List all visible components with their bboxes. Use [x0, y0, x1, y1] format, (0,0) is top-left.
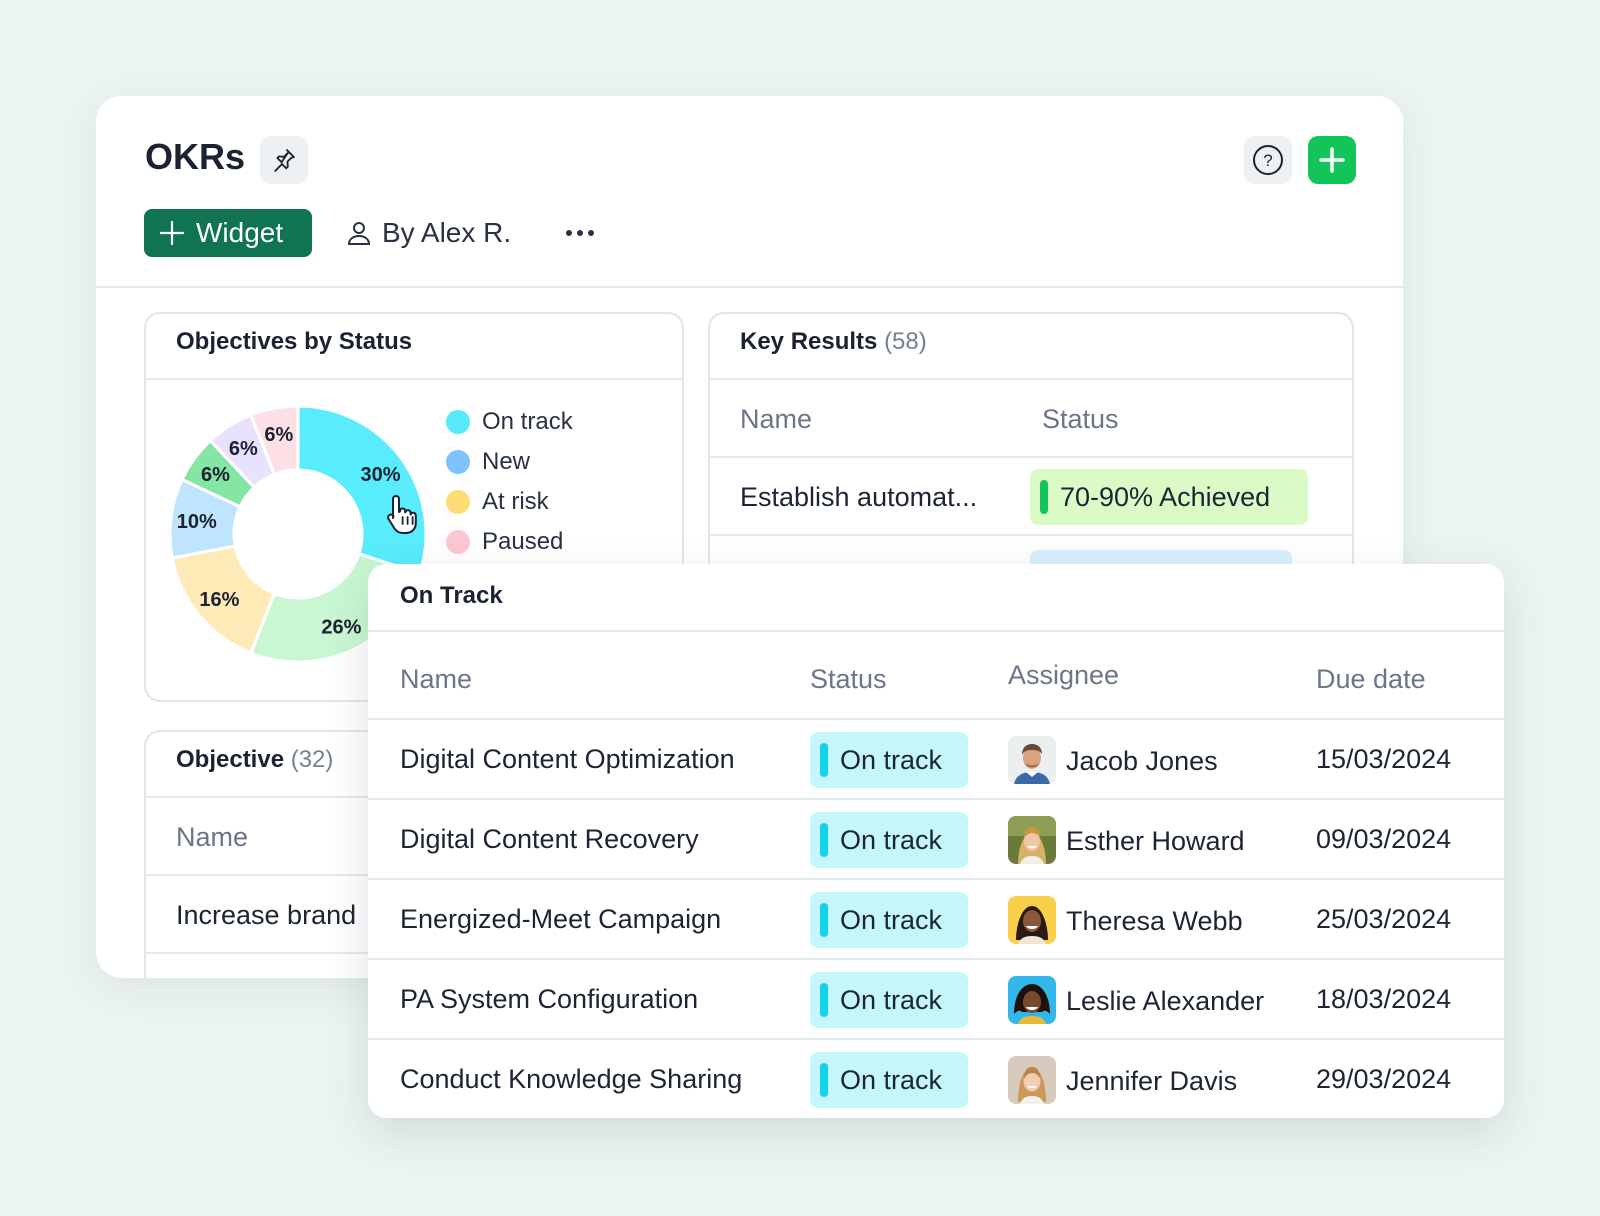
key-results-panel: Key Results (58) Name Status Establish a…	[708, 312, 1354, 632]
more-icon[interactable]	[566, 209, 594, 257]
status-pill: 70-90% Achieved	[1030, 469, 1308, 525]
donut-slice[interactable]	[296, 404, 428, 576]
column-header-name: Name	[740, 404, 813, 434]
panel-title: Objective (32)	[176, 746, 333, 774]
status-pill: On track	[810, 732, 968, 788]
objective-name[interactable]: Increase brand	[176, 900, 357, 930]
legend-item: On track	[446, 402, 573, 442]
legend-swatch	[446, 410, 470, 434]
column-header-status: Status	[1042, 404, 1119, 434]
panel-title-text: Objective	[176, 746, 285, 773]
due-date: 09/03/2024	[1316, 824, 1452, 854]
slice-label: 10%	[177, 511, 217, 533]
slice-label: 16%	[199, 589, 239, 611]
legend-swatch	[446, 530, 470, 554]
objective-name[interactable]: Digital Content Optimization	[400, 744, 735, 774]
column-header-status: Status	[810, 664, 887, 694]
assignee-name: Jacob Jones	[1066, 746, 1218, 776]
due-date: 25/03/2024	[1316, 904, 1452, 934]
avatar	[1008, 816, 1056, 864]
svg-text:?: ?	[1263, 151, 1272, 170]
objective-name[interactable]: Digital Content Recovery	[400, 824, 699, 854]
status-pill: On track	[810, 892, 968, 948]
status-pill: On track	[810, 812, 968, 868]
due-date: 29/03/2024	[1316, 1064, 1452, 1094]
donut-slice[interactable]	[248, 404, 300, 477]
column-header-name: Name	[400, 664, 473, 694]
due-date: 15/03/2024	[1316, 744, 1452, 774]
status-label: On track	[840, 1064, 943, 1095]
objective-name[interactable]: Energized-Meet Campaign	[400, 904, 722, 934]
status-label: On track	[840, 904, 943, 935]
hand-cursor-icon	[387, 495, 417, 534]
add-widget-button[interactable]: Widget	[144, 209, 312, 257]
status-pill: On track	[810, 1052, 968, 1108]
legend-item: Paused	[446, 522, 573, 562]
slice-label: 30%	[361, 464, 401, 486]
status-label: On track	[840, 984, 943, 1015]
objective-name[interactable]: Conduct Knowledge Sharing	[400, 1064, 743, 1094]
assignee-name: Theresa Webb	[1066, 906, 1243, 936]
avatar	[1008, 736, 1056, 784]
header-divider	[96, 286, 1403, 288]
column-header-name: Name	[176, 822, 249, 852]
legend-swatch	[446, 490, 470, 514]
add-button[interactable]	[1308, 136, 1356, 184]
status-bar	[1040, 480, 1048, 514]
count-badge: (32)	[290, 746, 334, 773]
help-button[interactable]: ?	[1244, 136, 1292, 184]
help-icon: ?	[1253, 145, 1283, 175]
key-result-name[interactable]: Establish automat...	[740, 482, 978, 512]
status-label: 70-90% Achieved	[1060, 481, 1271, 512]
column-header-assignee: Assignee	[1008, 660, 1120, 690]
chart-legend: On track New At risk Paused	[446, 402, 573, 562]
slice-label: 6%	[201, 464, 230, 486]
popover-title: On Track	[400, 582, 503, 609]
slice-label: 6%	[229, 438, 258, 460]
avatar	[1008, 896, 1056, 944]
assignee-name: Jennifer Davis	[1066, 1066, 1238, 1096]
plus-icon	[160, 221, 184, 245]
status-label: On track	[840, 824, 943, 855]
legend-item: At risk	[446, 482, 573, 522]
due-date: 18/03/2024	[1316, 984, 1452, 1014]
owner-filter[interactable]: By Alex R.	[346, 209, 511, 257]
avatar	[1008, 976, 1056, 1024]
legend-label: New	[482, 448, 531, 475]
slice-label: 26%	[321, 616, 361, 638]
on-track-popover: On Track Name Status Assignee Due date D…	[368, 564, 1504, 1118]
avatar	[1008, 1056, 1056, 1104]
column-header-due-date: Due date	[1316, 664, 1426, 694]
plus-icon	[1319, 147, 1345, 173]
legend-label: On track	[482, 408, 573, 435]
pin-button[interactable]	[260, 136, 308, 184]
status-label: On track	[840, 744, 943, 775]
pin-icon	[274, 149, 295, 172]
user-icon	[347, 222, 371, 245]
page-title: OKRs	[145, 136, 246, 177]
panel-title: Key Results (58)	[740, 328, 927, 356]
widget-button-label: Widget	[196, 217, 284, 248]
assignee-name: Esther Howard	[1066, 826, 1245, 856]
legend-item: New	[446, 442, 573, 482]
legend-label: Paused	[482, 528, 564, 555]
count-badge: (58)	[884, 328, 927, 355]
owner-label: By Alex R.	[382, 217, 512, 248]
slice-label: 6%	[264, 424, 293, 446]
assignee-name: Leslie Alexander	[1066, 986, 1265, 1016]
panel-title: Objectives by Status	[176, 328, 413, 355]
legend-swatch	[446, 450, 470, 474]
status-pill: On track	[810, 972, 968, 1028]
objective-name[interactable]: PA System Configuration	[400, 984, 699, 1014]
status-donut-chart: 30% 26% 16% 10% 6% 6% 6%	[168, 404, 428, 664]
legend-label: At risk	[482, 488, 549, 515]
panel-title-text: Key Results	[740, 328, 878, 355]
